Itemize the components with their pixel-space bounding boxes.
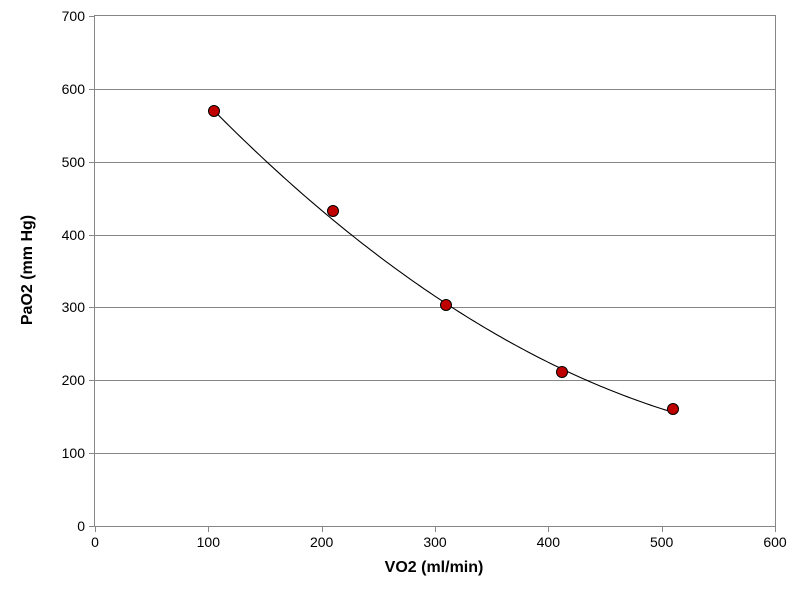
- y-tick: [89, 380, 95, 381]
- x-axis-title: VO2 (ml/min): [385, 559, 484, 577]
- chart-container: 0 100 200 300 400 500 600 700 0 100 200 300 400 500 60…: [0, 0, 800, 600]
- y-tick: [89, 89, 95, 90]
- data-point: [208, 105, 220, 117]
- data-point: [556, 366, 568, 378]
- y-tick-label: 200: [62, 372, 85, 388]
- data-point: [327, 205, 339, 217]
- x-tick: [775, 526, 776, 532]
- x-tick-label: 100: [197, 534, 220, 550]
- data-point: [440, 299, 452, 311]
- y-gridline: [95, 453, 775, 454]
- x-tick: [548, 526, 549, 532]
- y-tick: [89, 453, 95, 454]
- y-gridline: [95, 380, 775, 381]
- x-tick: [662, 526, 663, 532]
- y-tick: [89, 16, 95, 17]
- y-tick-label: 600: [62, 81, 85, 97]
- x-tick: [435, 526, 436, 532]
- y-tick-label: 400: [62, 227, 85, 243]
- y-tick-label: 0: [77, 518, 85, 534]
- y-axis-title: PaO2 (mm Hg): [19, 215, 37, 325]
- x-tick-label: 200: [310, 534, 333, 550]
- x-tick: [322, 526, 323, 532]
- plot-area: 0100200300400500600700010020030040050060…: [94, 15, 776, 527]
- y-gridline: [95, 235, 775, 236]
- y-tick-label: 500: [62, 154, 85, 170]
- y-tick-label: 700: [62, 8, 85, 24]
- x-tick-label: 500: [650, 534, 673, 550]
- x-tick-label: 300: [423, 534, 446, 550]
- data-point: [667, 403, 679, 415]
- trendline: [95, 16, 775, 526]
- x-tick: [208, 526, 209, 532]
- x-tick-label: 0: [91, 534, 99, 550]
- y-tick-label: 100: [62, 445, 85, 461]
- y-tick-label: 300: [62, 299, 85, 315]
- y-gridline: [95, 307, 775, 308]
- x-tick-label: 600: [763, 534, 786, 550]
- x-tick-label: 400: [537, 534, 560, 550]
- y-tick: [89, 235, 95, 236]
- y-tick: [89, 162, 95, 163]
- y-gridline: [95, 89, 775, 90]
- x-tick: [95, 526, 96, 532]
- y-tick: [89, 307, 95, 308]
- y-gridline: [95, 162, 775, 163]
